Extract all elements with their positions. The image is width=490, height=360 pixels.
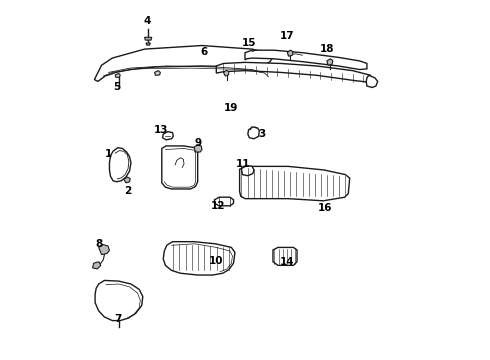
Polygon shape <box>124 177 130 183</box>
Polygon shape <box>98 244 109 255</box>
Polygon shape <box>115 73 120 77</box>
Text: 6: 6 <box>200 46 207 57</box>
Polygon shape <box>245 50 367 69</box>
Text: 12: 12 <box>211 201 225 211</box>
Polygon shape <box>93 262 101 269</box>
Polygon shape <box>163 132 173 140</box>
Text: 13: 13 <box>153 125 168 135</box>
Text: 18: 18 <box>319 44 334 54</box>
Text: 5: 5 <box>113 82 120 92</box>
Polygon shape <box>327 59 333 65</box>
Text: 1: 1 <box>104 149 112 159</box>
Text: 10: 10 <box>208 256 223 266</box>
Polygon shape <box>248 127 259 139</box>
Polygon shape <box>242 166 254 176</box>
Polygon shape <box>146 43 150 45</box>
Polygon shape <box>155 71 160 75</box>
Text: 17: 17 <box>280 31 294 41</box>
Text: 4: 4 <box>144 17 151 27</box>
Polygon shape <box>194 145 202 152</box>
Polygon shape <box>287 50 293 56</box>
Text: 14: 14 <box>280 257 294 267</box>
Polygon shape <box>215 197 234 206</box>
Polygon shape <box>95 45 274 81</box>
Polygon shape <box>162 146 197 189</box>
Text: 11: 11 <box>236 159 250 169</box>
Text: 2: 2 <box>124 186 131 196</box>
Polygon shape <box>273 247 297 265</box>
Text: 8: 8 <box>95 239 102 249</box>
Text: 9: 9 <box>194 139 201 148</box>
Text: 19: 19 <box>223 103 238 113</box>
Text: 7: 7 <box>114 314 122 324</box>
Polygon shape <box>163 242 235 275</box>
Polygon shape <box>95 280 143 320</box>
Polygon shape <box>223 70 229 76</box>
Polygon shape <box>240 166 350 201</box>
Text: 3: 3 <box>259 129 266 139</box>
Polygon shape <box>145 37 152 40</box>
Polygon shape <box>366 75 378 87</box>
Text: 15: 15 <box>242 38 256 48</box>
Text: 16: 16 <box>318 203 332 213</box>
Polygon shape <box>109 148 131 182</box>
Polygon shape <box>216 62 370 82</box>
